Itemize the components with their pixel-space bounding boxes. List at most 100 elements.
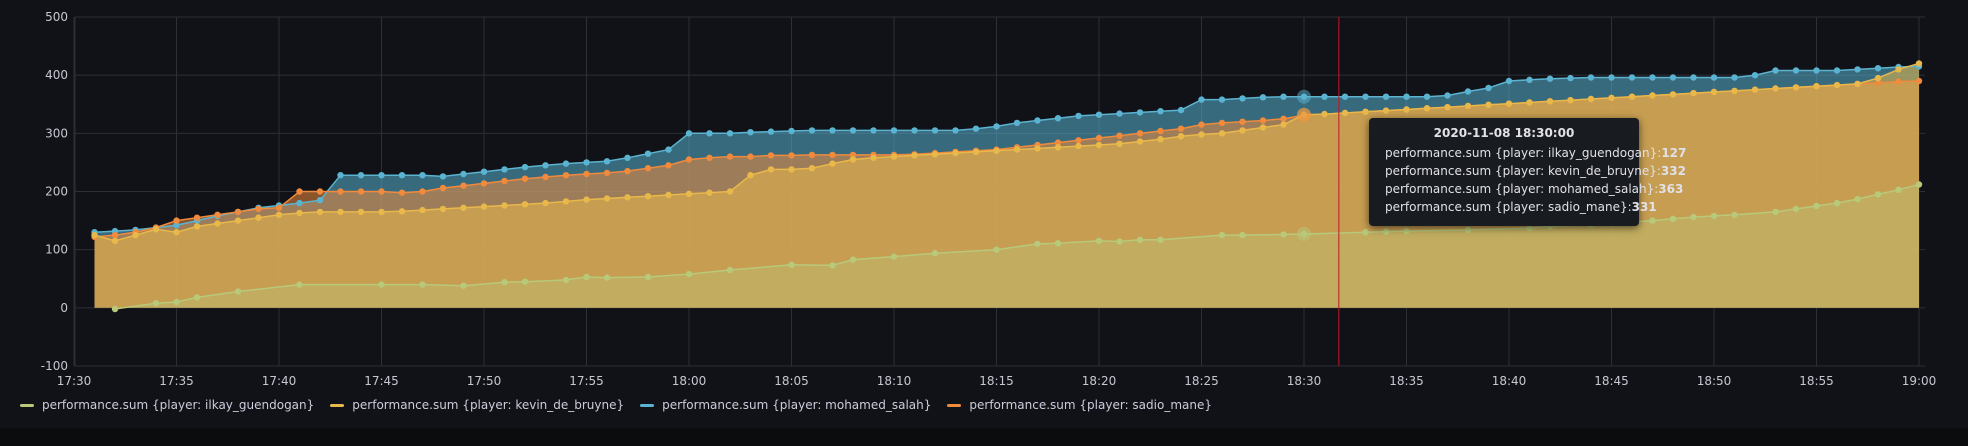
data-point xyxy=(562,172,570,179)
data-point xyxy=(1075,142,1082,150)
data-point xyxy=(1382,107,1390,114)
y-axis: 500 400 300 200 100 0 -100 xyxy=(41,10,68,373)
data-point xyxy=(685,190,693,197)
x-tick-label: 17:40 xyxy=(262,374,297,388)
data-point xyxy=(911,127,918,134)
data-point xyxy=(644,193,652,200)
data-point xyxy=(583,159,590,166)
data-point xyxy=(1095,237,1103,245)
data-point xyxy=(1362,93,1369,100)
data-point xyxy=(870,154,877,161)
data-point xyxy=(1526,99,1533,106)
data-point xyxy=(583,196,590,203)
data-point xyxy=(173,217,180,224)
series-points xyxy=(91,60,1923,313)
data-point xyxy=(1013,146,1021,153)
data-point xyxy=(890,153,898,160)
data-point xyxy=(1116,110,1123,117)
data-point xyxy=(808,127,816,134)
data-point xyxy=(1054,240,1062,247)
data-point xyxy=(1649,74,1656,81)
legend-item-ilkay-guendogan[interactable]: performance.sum {player: ilkay_guendogan… xyxy=(20,398,314,412)
data-point xyxy=(1628,93,1636,100)
data-point xyxy=(562,198,570,205)
data-point xyxy=(1362,229,1369,236)
data-point xyxy=(1280,231,1287,238)
chart-legend: performance.sum {player: ilkay_guendogan… xyxy=(20,398,1212,412)
data-point xyxy=(1177,125,1185,132)
data-point xyxy=(685,130,693,137)
data-point xyxy=(726,188,734,195)
highlight-point xyxy=(1297,89,1311,104)
data-point xyxy=(1731,211,1738,218)
x-tick-label: 17:50 xyxy=(467,374,502,388)
data-point xyxy=(460,182,467,189)
tooltip-row: performance.sum {player: sadio_mane}: 33… xyxy=(1369,198,1657,216)
data-point xyxy=(788,166,795,173)
data-point xyxy=(583,170,590,178)
data-point xyxy=(993,246,1000,253)
data-point xyxy=(1259,94,1267,101)
data-point xyxy=(1895,66,1902,73)
tooltip-row: performance.sum {player: mohamed_salah}:… xyxy=(1369,180,1683,198)
data-point xyxy=(767,128,775,135)
data-point xyxy=(255,205,262,213)
x-tick-label: 18:55 xyxy=(1799,374,1834,388)
data-point xyxy=(829,127,836,134)
data-point xyxy=(1792,67,1800,74)
data-point xyxy=(1362,108,1369,116)
legend-item-mohamed-salah[interactable]: performance.sum {player: mohamed_salah} xyxy=(640,398,931,412)
data-point xyxy=(1690,213,1697,221)
data-point xyxy=(460,170,467,178)
data-point xyxy=(1444,104,1451,111)
data-point xyxy=(1259,124,1267,131)
data-point xyxy=(1403,227,1410,235)
data-point xyxy=(788,127,795,135)
data-point xyxy=(378,188,385,195)
data-point xyxy=(1874,74,1882,82)
data-point xyxy=(357,188,365,195)
data-point xyxy=(1485,84,1492,92)
data-point xyxy=(1218,119,1226,127)
data-point xyxy=(849,156,857,163)
x-tick-label: 17:35 xyxy=(159,374,194,388)
tooltip-value: 331 xyxy=(1631,200,1657,214)
data-point xyxy=(808,165,816,172)
x-tick-label: 18:15 xyxy=(979,374,1014,388)
data-point xyxy=(1239,118,1246,125)
data-point xyxy=(1075,112,1082,120)
data-point xyxy=(378,208,385,216)
data-point xyxy=(419,281,426,288)
x-tick-label: 18:35 xyxy=(1389,374,1424,388)
data-point xyxy=(173,229,180,236)
hover-tooltip: 2020-11-08 18:30:00 performance.sum {pla… xyxy=(1369,118,1686,226)
data-point xyxy=(173,298,180,306)
series-line xyxy=(114,183,1920,310)
data-point xyxy=(1628,74,1636,81)
data-point xyxy=(849,151,857,159)
data-point xyxy=(1833,81,1841,89)
data-point xyxy=(1710,212,1718,220)
data-point xyxy=(1915,181,1923,188)
data-point xyxy=(214,211,221,218)
legend-item-kevin-de-bruyne[interactable]: performance.sum {player: kevin_de_bruyne… xyxy=(330,398,624,412)
legend-item-sadio-mane[interactable]: performance.sum {player: sadio_mane} xyxy=(947,398,1212,412)
data-point xyxy=(1095,141,1103,149)
data-point xyxy=(1198,121,1205,128)
data-point xyxy=(111,305,119,313)
series-lines xyxy=(94,62,1920,310)
data-point xyxy=(603,158,611,165)
data-point xyxy=(1157,108,1164,115)
data-point xyxy=(1341,93,1349,100)
data-point xyxy=(1731,74,1738,81)
data-point xyxy=(1218,231,1226,239)
legend-label: performance.sum {player: kevin_de_bruyne… xyxy=(352,398,625,412)
data-point xyxy=(460,204,467,211)
data-point xyxy=(1669,215,1677,222)
data-point xyxy=(1813,202,1820,210)
data-point xyxy=(1587,74,1595,81)
data-point xyxy=(1177,106,1185,114)
highlight-point xyxy=(1297,108,1311,123)
data-point xyxy=(214,220,221,227)
